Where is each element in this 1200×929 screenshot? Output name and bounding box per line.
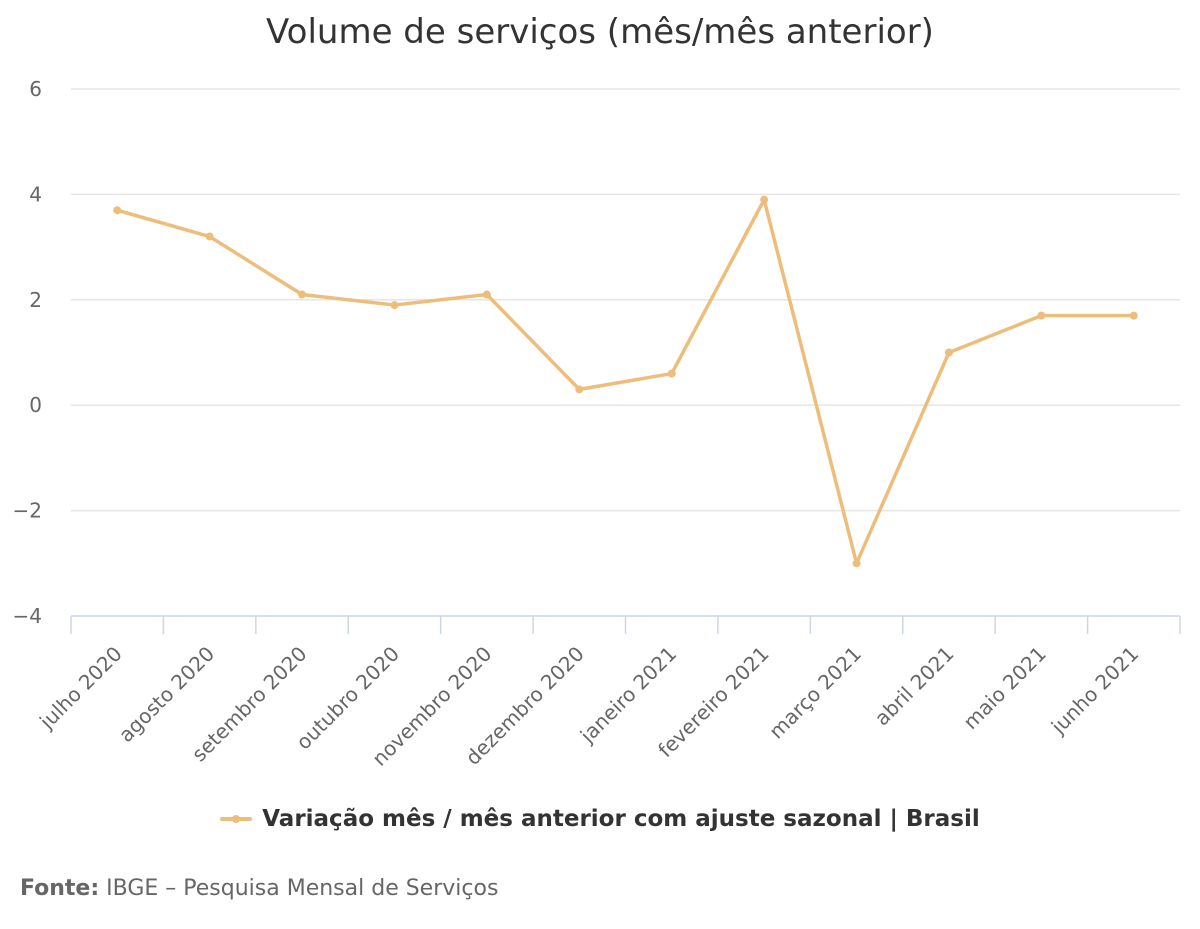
y-tick-label: 4 xyxy=(29,182,42,206)
data-point xyxy=(390,301,399,310)
source-text: IBGE – Pesquisa Mensal de Serviços xyxy=(99,876,499,901)
chart-title: Volume de serviços (mês/mês anterior) xyxy=(266,12,934,52)
y-tick-label: 6 xyxy=(29,77,42,101)
y-axis: −4 −2 0 2 4 6 xyxy=(13,77,42,628)
legend[interactable]: Variação mês / mês anterior com ajuste s… xyxy=(0,806,1200,832)
data-point xyxy=(1129,311,1138,320)
series-layer xyxy=(113,195,1138,568)
source-note: Fonte: IBGE – Pesquisa Mensal de Serviço… xyxy=(20,876,498,901)
data-point xyxy=(205,232,214,241)
gridlines xyxy=(71,88,1180,512)
data-point xyxy=(760,195,769,204)
legend-series-marker xyxy=(220,815,253,823)
data-point xyxy=(575,385,584,394)
data-point xyxy=(482,290,491,299)
x-tick-label: agosto 2020 xyxy=(114,642,219,747)
data-point xyxy=(113,206,122,215)
y-tick-label: 0 xyxy=(29,393,42,417)
x-tick-label: julho 2020 xyxy=(34,642,127,735)
y-tick-label: 2 xyxy=(29,288,42,312)
x-tick-label: junho 2021 xyxy=(1046,642,1144,740)
legend-dot-icon xyxy=(232,815,241,823)
source-prefix: Fonte: xyxy=(20,876,100,901)
legend-series-label[interactable]: Variação mês / mês anterior com ajuste s… xyxy=(262,806,980,832)
data-point xyxy=(852,559,861,568)
data-point xyxy=(298,290,307,299)
data-point xyxy=(667,369,676,378)
data-point xyxy=(1037,311,1046,320)
y-tick-label: −4 xyxy=(13,604,42,628)
y-tick-label: −2 xyxy=(13,499,42,523)
series-line xyxy=(115,197,1136,566)
x-tick-label: maio 2021 xyxy=(958,642,1050,734)
x-tick-label: abril 2021 xyxy=(870,642,959,731)
data-point xyxy=(944,348,953,357)
x-tick-label: março 2021 xyxy=(764,642,866,744)
